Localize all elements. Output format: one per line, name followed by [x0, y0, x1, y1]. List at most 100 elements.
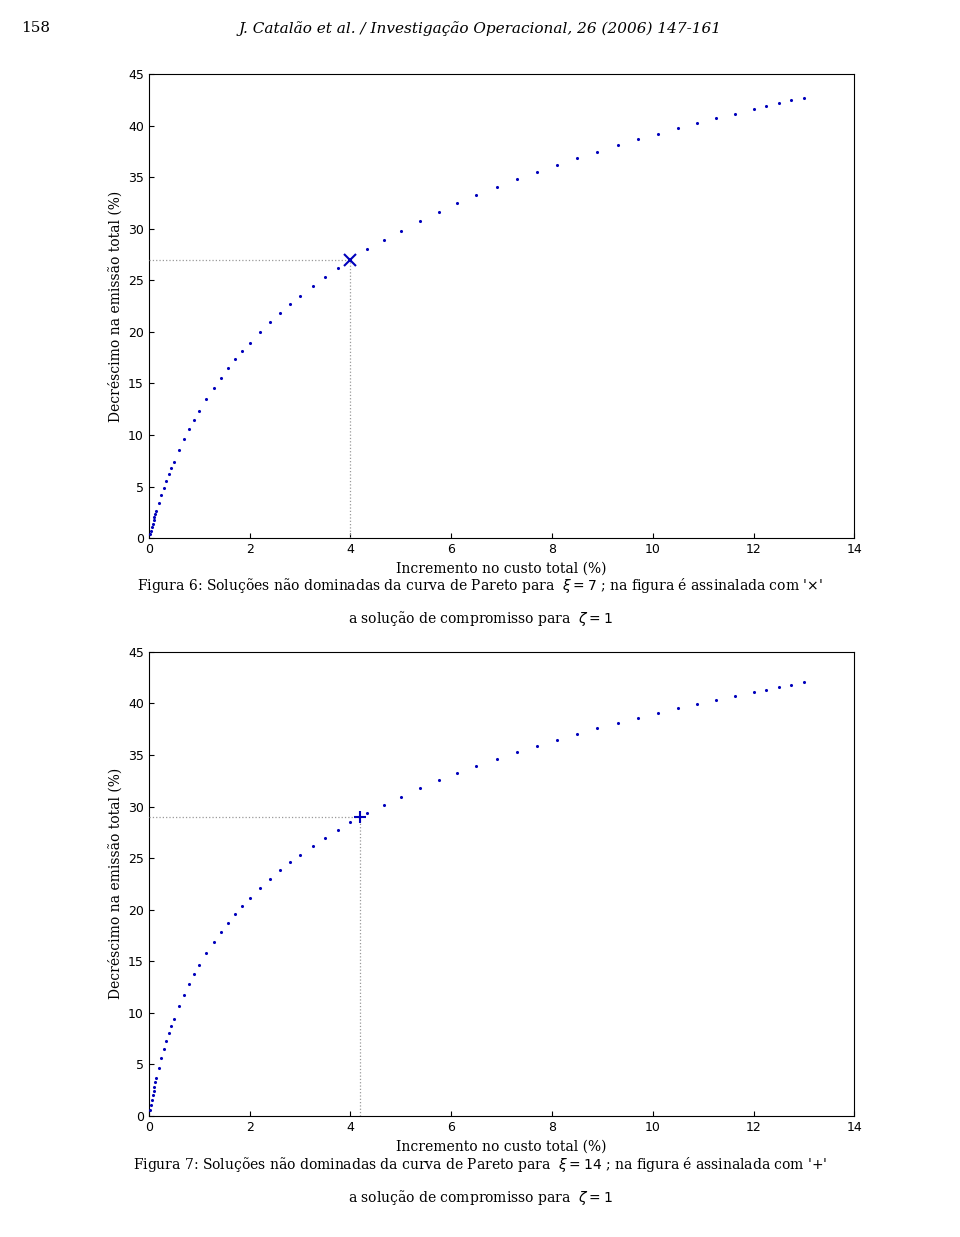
Point: [468, 756, 484, 776]
Point: [746, 683, 761, 703]
Point: [161, 464, 177, 484]
Point: [213, 369, 228, 388]
Point: [783, 675, 799, 695]
Point: [262, 870, 277, 889]
Point: [797, 88, 812, 108]
Text: Figura 7: Soluções não dominadas da curva de Pareto para  $\xi = 14$ ; na figura: Figura 7: Soluções não dominadas da curv…: [132, 1155, 828, 1174]
Point: [746, 99, 761, 119]
Point: [650, 703, 665, 722]
Point: [318, 828, 333, 847]
Point: [610, 136, 625, 156]
Point: [234, 896, 250, 915]
Point: [509, 742, 524, 762]
Point: [343, 813, 358, 833]
Point: [220, 359, 236, 379]
Point: [569, 724, 585, 743]
Point: [154, 1049, 169, 1069]
Point: [393, 220, 408, 240]
Point: [148, 1072, 163, 1092]
Point: [376, 230, 392, 250]
Point: [758, 680, 774, 700]
Point: [450, 193, 466, 213]
Point: [450, 763, 466, 783]
Point: [158, 1032, 174, 1051]
Point: [359, 240, 374, 260]
Point: [670, 119, 685, 139]
Point: [177, 429, 192, 449]
Point: [205, 933, 221, 952]
Point: [242, 333, 257, 353]
Point: [147, 1076, 162, 1096]
Text: a solução de compromisso para  $\zeta = 1$: a solução de compromisso para $\zeta = 1…: [348, 1188, 612, 1206]
Point: [273, 861, 288, 881]
Point: [330, 820, 346, 840]
Point: [689, 114, 705, 134]
Point: [143, 1095, 158, 1115]
Point: [589, 719, 605, 738]
Point: [146, 511, 161, 531]
Point: [252, 322, 267, 341]
Point: [252, 878, 267, 898]
Point: [151, 1058, 167, 1077]
Point: [431, 202, 446, 221]
Point: [191, 955, 207, 975]
Point: [489, 748, 504, 768]
Point: [151, 494, 167, 513]
Point: [147, 507, 162, 527]
Point: [148, 505, 163, 524]
Point: [145, 513, 160, 533]
Point: [569, 148, 585, 168]
X-axis label: Incremento no custo total (%): Incremento no custo total (%): [396, 562, 607, 575]
Point: [186, 411, 202, 430]
Point: [529, 162, 544, 182]
Point: [489, 177, 504, 197]
Point: [630, 130, 645, 150]
Point: [156, 1039, 172, 1059]
Point: [650, 124, 665, 143]
Point: [172, 996, 187, 1016]
Point: [727, 687, 742, 706]
Point: [549, 155, 564, 174]
Point: [431, 771, 446, 790]
Point: [191, 401, 207, 421]
Point: [177, 985, 192, 1004]
Point: [156, 477, 172, 497]
Point: [412, 778, 427, 798]
Y-axis label: Decréscimo na emissão total (%): Decréscimo na emissão total (%): [108, 190, 123, 422]
Point: [146, 1081, 161, 1101]
Text: a solução de compromisso para  $\zeta = 1$: a solução de compromisso para $\zeta = 1…: [348, 609, 612, 627]
Point: [330, 259, 346, 278]
Point: [220, 913, 236, 933]
Point: [262, 312, 277, 332]
Point: [708, 109, 724, 129]
Point: [166, 1009, 181, 1029]
Point: [468, 186, 484, 205]
Point: [213, 922, 228, 941]
Point: [529, 736, 544, 756]
Point: [376, 795, 392, 815]
Point: [318, 267, 333, 287]
Point: [144, 517, 159, 537]
Point: [144, 1090, 159, 1110]
Point: [142, 1100, 157, 1119]
Point: [161, 1023, 177, 1043]
Point: [727, 104, 742, 124]
Point: [630, 708, 645, 727]
Point: [142, 524, 157, 544]
Point: [199, 943, 214, 962]
Text: 158: 158: [21, 21, 50, 35]
Y-axis label: Decréscimo na emissão total (%): Decréscimo na emissão total (%): [108, 768, 123, 999]
Point: [412, 212, 427, 231]
Point: [145, 1086, 160, 1106]
Point: [343, 250, 358, 270]
Point: [771, 93, 786, 113]
Point: [589, 142, 605, 162]
Point: [228, 350, 243, 370]
Point: [166, 452, 181, 471]
Point: [234, 341, 250, 361]
Point: [228, 904, 243, 924]
Point: [282, 294, 298, 314]
Point: [610, 714, 625, 734]
X-axis label: Incremento no custo total (%): Incremento no custo total (%): [396, 1139, 607, 1153]
Point: [689, 694, 705, 714]
